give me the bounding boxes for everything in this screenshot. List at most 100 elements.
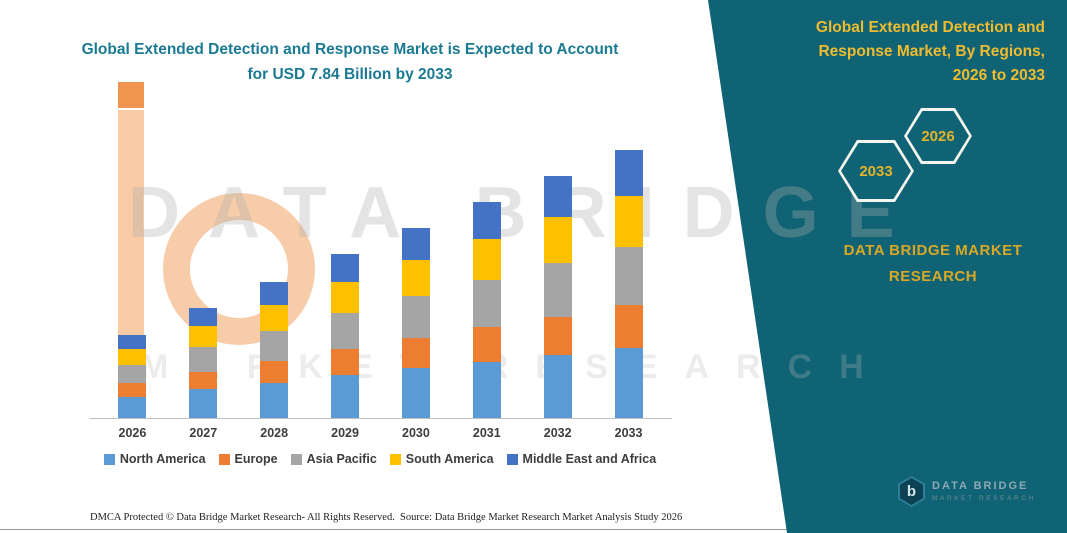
legend-swatch — [389, 453, 401, 465]
bar-column-2027: 2027 — [168, 138, 239, 440]
bar-segment-asia-pacific — [189, 347, 218, 372]
legend-swatch — [103, 453, 115, 465]
bar-2028 — [260, 281, 289, 418]
legend-swatch — [506, 453, 518, 465]
hexagon-fill: 2026 — [907, 111, 969, 161]
bar-2029 — [331, 253, 360, 418]
bar-2031 — [472, 202, 501, 418]
x-axis-label-2031: 2031 — [472, 426, 501, 440]
footer-source-text: Source: Data Bridge Market Research Mark… — [400, 512, 683, 523]
side-panel-heading: Global Extended Detection and Response M… — [815, 19, 1045, 85]
hexagon-fill: 2033 — [841, 143, 911, 199]
bar-segment-europe — [614, 305, 643, 349]
legend-item-middle-east-and-africa: Middle East and Africa — [506, 452, 657, 466]
legend-label: North America — [119, 452, 206, 466]
brand-line1: DATA BRIDGE MARKET — [843, 242, 1023, 259]
x-axis-label-2028: 2028 — [260, 426, 289, 440]
logo-text-block: DATA BRIDGE MARKET RESEARCH — [932, 476, 1036, 502]
x-axis-label-2029: 2029 — [331, 426, 359, 440]
bar-segment-europe — [118, 383, 147, 397]
bar-segment-asia-pacific — [118, 365, 147, 384]
logo-monogram: b — [900, 478, 923, 505]
bar-segment-south-america — [189, 326, 218, 348]
x-axis-label-2027: 2027 — [189, 426, 218, 440]
bar-segment-europe — [331, 348, 360, 376]
bar-column-2028: 2028 — [239, 138, 310, 440]
bar-segment-middle-east-and-africa — [331, 253, 360, 282]
bar-segment-middle-east-and-africa — [543, 175, 572, 217]
bar-segment-asia-pacific — [543, 263, 572, 317]
bar-segment-middle-east-and-africa — [614, 149, 643, 196]
bar-segment-middle-east-and-africa — [472, 202, 501, 239]
brand-line2: RESEARCH — [888, 267, 978, 285]
dbmr-logo: b DATA BRIDGE MARKET RESEARCH — [898, 476, 1036, 507]
bar-column-2033: 2033 — [593, 138, 664, 440]
bar-segment-asia-pacific — [331, 312, 360, 349]
logo-hexagon-icon: b — [898, 476, 925, 507]
bar-column-2029: 2029 — [310, 138, 381, 440]
bar-segment-europe — [260, 360, 289, 383]
bar-segment-north-america — [260, 382, 289, 418]
logo-tagline-text: MARKET RESEARCH — [932, 495, 1036, 502]
bar-segment-asia-pacific — [401, 296, 430, 339]
bottom-divider — [0, 529, 1067, 530]
hexagon-outline: 2033 — [838, 140, 914, 202]
bar-segment-north-america — [614, 348, 643, 418]
stacked-bar-chart: 2026 2027 2028 2029 2030 2031 2032 2033 — [97, 138, 664, 440]
brand-name: DATA BRIDGE MARKET RESEARCH — [798, 238, 1067, 289]
x-axis-label-2033: 2033 — [614, 426, 643, 440]
x-axis-label-2026: 2026 — [118, 426, 147, 440]
x-axis-label-2032: 2032 — [543, 426, 572, 440]
footer-dmca-text: DMCA Protected © Data Bridge Market Rese… — [90, 512, 395, 523]
decorative-logo-square — [118, 82, 144, 108]
bar-segment-europe — [189, 371, 218, 390]
chart-title: Global Extended Detection and Response M… — [81, 41, 619, 83]
bar-2033 — [614, 149, 643, 418]
bar-segment-north-america — [543, 355, 572, 418]
x-axis-line — [90, 418, 672, 419]
hexagon-year-label: 2033 — [859, 162, 893, 180]
legend-swatch — [218, 453, 230, 465]
bar-column-2030: 2030 — [381, 138, 452, 440]
legend-label: Asia Pacific — [306, 452, 377, 466]
bar-column-2031: 2031 — [451, 138, 522, 440]
legend-label: Middle East and Africa — [522, 452, 657, 466]
legend-swatch — [290, 453, 302, 465]
bar-segment-north-america — [118, 396, 147, 418]
legend-item-north-america: North America — [103, 452, 206, 466]
bar-segment-south-america — [260, 304, 289, 331]
bar-segment-middle-east-and-africa — [401, 227, 430, 261]
hexagon-year-2033: 2033 — [838, 140, 914, 202]
legend-item-europe: Europe — [218, 452, 278, 466]
bar-segment-south-america — [118, 349, 147, 366]
bar-segment-south-america — [331, 281, 360, 313]
bar-segment-europe — [401, 338, 430, 369]
chart-legend: North America Europe Asia Pacific South Ame… — [80, 452, 680, 466]
bar-2032 — [543, 175, 572, 418]
bar-segment-asia-pacific — [614, 246, 643, 306]
bar-column-2032: 2032 — [522, 138, 593, 440]
bar-segment-europe — [543, 316, 572, 356]
logo-name-text: DATA BRIDGE — [932, 480, 1029, 492]
watermark-data-bridge: DATA BRIDGE — [128, 173, 923, 253]
bar-segment-south-america — [472, 238, 501, 280]
bar-segment-north-america — [472, 361, 501, 418]
bar-segment-south-america — [543, 216, 572, 264]
hexagon-outline: 2026 — [904, 108, 972, 164]
legend-item-asia-pacific: Asia Pacific — [290, 452, 377, 466]
bar-segment-south-america — [401, 260, 430, 297]
bar-segment-asia-pacific — [260, 330, 289, 361]
bar-2027 — [189, 307, 218, 418]
bar-segment-middle-east-and-africa — [260, 281, 289, 305]
bar-segment-middle-east-and-africa — [118, 335, 147, 350]
bar-segment-middle-east-and-africa — [189, 307, 218, 327]
bar-segment-north-america — [401, 368, 430, 418]
bar-segment-north-america — [331, 375, 360, 418]
bar-2026 — [118, 335, 147, 418]
x-axis-label-2030: 2030 — [402, 426, 430, 440]
bar-segment-north-america — [189, 389, 218, 418]
legend-label: South America — [405, 452, 494, 466]
legend-item-south-america: South America — [389, 452, 494, 466]
hexagon-year-2026: 2026 — [904, 108, 972, 164]
